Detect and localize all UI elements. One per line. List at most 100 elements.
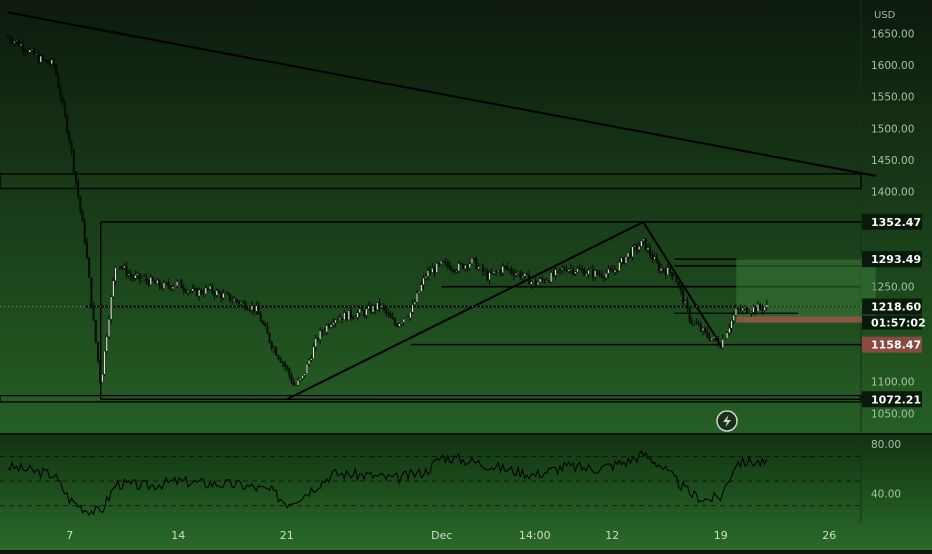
candle-body — [622, 257, 625, 264]
candle-body — [244, 302, 247, 310]
rsi-pane[interactable]: 80.00 40.00 — [0, 439, 901, 517]
candle-body — [750, 312, 753, 314]
candle-body — [495, 271, 498, 273]
candle-body — [61, 97, 64, 103]
candle-body — [112, 280, 115, 297]
candle-body — [497, 270, 500, 272]
candle-body — [503, 266, 506, 268]
candle-body — [470, 258, 473, 265]
candle-body — [741, 307, 744, 311]
candle-body — [708, 336, 711, 341]
candle-body — [728, 327, 731, 334]
candle-body — [679, 285, 682, 291]
candle-body — [200, 289, 203, 294]
candle-body — [248, 309, 251, 311]
candle-body — [422, 277, 425, 285]
candle-body — [101, 374, 104, 383]
candle-body — [468, 263, 471, 269]
candle-body — [664, 270, 667, 275]
candle-body — [334, 319, 337, 323]
candle-body — [325, 325, 328, 333]
candle-body — [149, 277, 152, 286]
candle-body — [550, 272, 553, 283]
price-tag — [862, 336, 922, 353]
candle-body — [519, 272, 522, 278]
candle-body — [453, 269, 456, 272]
candle-body — [220, 292, 223, 299]
candle-body — [385, 308, 388, 314]
candle-body — [481, 265, 484, 272]
candle-body — [715, 336, 718, 341]
time-tick-label: Dec — [431, 529, 452, 542]
candle-body — [123, 265, 126, 269]
candle-body — [541, 278, 544, 281]
candle-body — [59, 87, 62, 99]
candle-body — [640, 240, 643, 247]
candle-body — [363, 310, 366, 316]
candle-body — [180, 280, 183, 289]
candle-body — [204, 287, 207, 295]
candle-body — [734, 308, 737, 316]
candle-body — [246, 308, 249, 311]
candle-body — [39, 55, 42, 63]
stop-zone[interactable] — [736, 316, 876, 323]
candle-body — [132, 276, 135, 279]
rsi-tick-label: 80.00 — [871, 439, 901, 451]
candle-body — [629, 252, 632, 258]
candle-body — [409, 312, 412, 318]
candle-body — [420, 284, 423, 292]
candle-body — [517, 272, 520, 274]
candle-body — [90, 277, 93, 307]
candle-body — [732, 315, 735, 321]
candle-body — [530, 281, 533, 285]
candle-body — [299, 378, 302, 381]
candle-body — [726, 332, 729, 339]
candle-body — [145, 277, 148, 281]
trendline[interactable] — [286, 221, 644, 401]
resistance-zone[interactable] — [0, 173, 862, 190]
candle-body — [81, 210, 84, 222]
candle-body — [528, 274, 531, 285]
candle-body — [539, 278, 542, 283]
lightning-icon[interactable] — [716, 410, 738, 432]
candle-body — [402, 318, 405, 323]
time-axis[interactable]: 7 14 21 Dec 14:00 12 19 26 — [66, 529, 836, 542]
candle-body — [28, 49, 31, 53]
price-tick-label: 1650.00 — [871, 28, 914, 40]
candle-body — [651, 254, 654, 260]
trendline[interactable] — [7, 11, 876, 177]
candle-body — [668, 267, 671, 273]
candle-body — [35, 54, 38, 56]
candle-body — [96, 341, 99, 362]
candle-body — [382, 305, 385, 310]
drawing-overlays — [0, 11, 876, 403]
candle-body — [387, 312, 390, 315]
candle-body — [633, 245, 636, 248]
trendline[interactable] — [642, 221, 722, 346]
candle-body — [429, 270, 432, 273]
candle-body — [459, 263, 462, 265]
candle-body — [675, 276, 678, 283]
candle-body — [572, 268, 575, 274]
price-tick-label: 1600.00 — [871, 60, 914, 72]
candle-body — [360, 308, 363, 312]
candle-body — [569, 268, 572, 270]
candle-body — [446, 262, 449, 267]
candle-body — [492, 271, 495, 274]
time-tick-label: 14 — [171, 529, 185, 542]
candle-body — [717, 339, 720, 346]
candle-body — [613, 269, 616, 273]
candle-body — [233, 298, 236, 301]
candle-body — [50, 59, 53, 65]
candle-body — [374, 305, 377, 310]
candle-body — [574, 271, 577, 274]
candle-body — [162, 282, 165, 289]
candle-body — [211, 285, 214, 293]
candle-body — [490, 272, 493, 274]
candle-body — [723, 338, 726, 340]
candle-body — [6, 36, 9, 38]
candle-body — [523, 273, 526, 277]
candle-body — [74, 171, 77, 183]
